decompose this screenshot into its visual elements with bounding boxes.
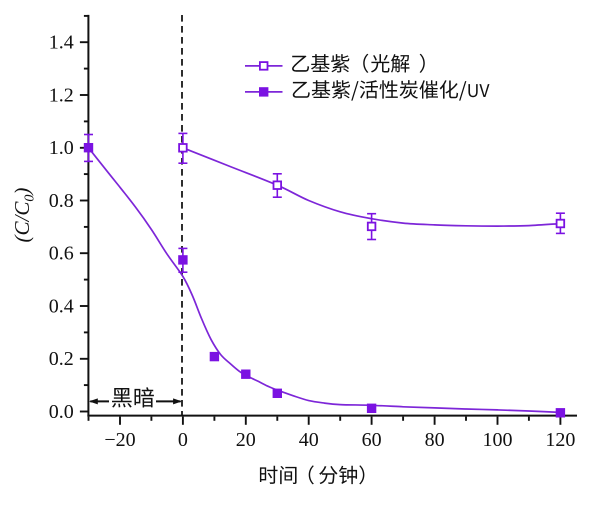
- svg-text:1.4: 1.4: [49, 32, 74, 54]
- svg-text:1.2: 1.2: [49, 84, 74, 106]
- svg-text:60: 60: [362, 429, 382, 451]
- svg-text:40: 40: [299, 429, 319, 451]
- svg-text:0.0: 0.0: [49, 401, 74, 423]
- svg-text:0.8: 0.8: [49, 190, 74, 212]
- svg-text:80: 80: [425, 429, 445, 451]
- svg-text:0.6: 0.6: [49, 243, 74, 265]
- svg-text:0.4: 0.4: [49, 295, 74, 317]
- svg-text:1.0: 1.0: [49, 137, 74, 159]
- svg-text:100: 100: [483, 429, 513, 451]
- svg-text:0.2: 0.2: [49, 348, 74, 370]
- svg-text:0: 0: [178, 429, 188, 451]
- svg-text:120: 120: [545, 429, 575, 451]
- svg-text:20: 20: [236, 429, 256, 451]
- svg-text:−20: −20: [104, 429, 135, 451]
